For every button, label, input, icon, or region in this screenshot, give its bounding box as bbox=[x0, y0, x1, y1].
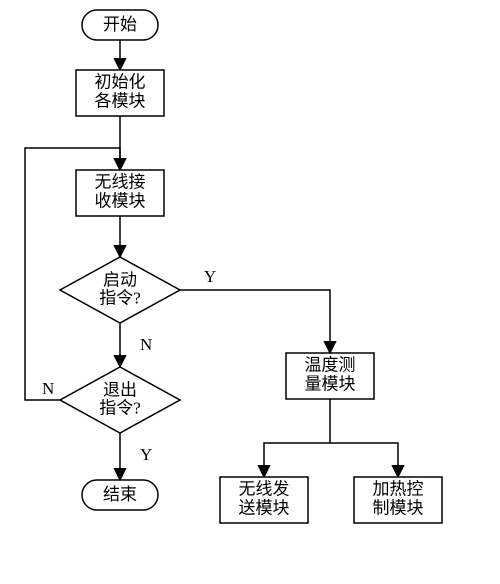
edge-label-e7: Y bbox=[204, 267, 216, 286]
node-wirelessTx: 无线发送模块 bbox=[220, 477, 308, 523]
node-label1-wirelessTx: 无线发 bbox=[239, 480, 290, 499]
node-label2-tempMeas: 量模块 bbox=[305, 374, 356, 393]
node-label2-decExit: 指令? bbox=[99, 398, 141, 417]
node-label2-decStart: 指令? bbox=[99, 288, 141, 307]
nodes-layer: 开始初始化各模块无线接收模块启动指令?退出指令?结束温度测量模块无线发送模块加热… bbox=[60, 10, 442, 523]
node-label2-init: 各模块 bbox=[95, 91, 146, 110]
node-decExit: 退出指令? bbox=[60, 367, 180, 433]
node-label1-init: 初始化 bbox=[95, 73, 146, 92]
node-label2-heatCtrl: 制模块 bbox=[373, 498, 424, 517]
node-heatCtrl: 加热控制模块 bbox=[354, 477, 442, 523]
node-init: 初始化各模块 bbox=[76, 70, 164, 116]
node-label1-heatCtrl: 加热控 bbox=[373, 480, 424, 499]
node-tempMeas: 温度测量模块 bbox=[286, 353, 374, 399]
node-label2-wirelessTx: 送模块 bbox=[239, 498, 290, 517]
node-label-end: 结束 bbox=[103, 485, 137, 504]
node-label1-tempMeas: 温度测 bbox=[305, 356, 356, 375]
edge-e10 bbox=[330, 443, 398, 477]
node-start: 开始 bbox=[82, 10, 158, 40]
node-end: 结束 bbox=[82, 480, 158, 510]
edge-e9 bbox=[264, 443, 330, 477]
edge-label-e4: N bbox=[140, 335, 152, 354]
node-label-start: 开始 bbox=[103, 15, 137, 34]
node-wireless: 无线接收模块 bbox=[76, 170, 164, 216]
node-label2-wireless: 收模块 bbox=[95, 191, 146, 210]
node-label1-decExit: 退出 bbox=[103, 380, 137, 399]
node-label1-wireless: 无线接 bbox=[95, 173, 146, 192]
edge-label-e6: N bbox=[42, 379, 54, 398]
edge-label-e5: Y bbox=[140, 445, 152, 464]
edge-e7 bbox=[180, 290, 330, 353]
node-decStart: 启动指令? bbox=[60, 257, 180, 323]
node-label1-decStart: 启动 bbox=[103, 270, 137, 289]
